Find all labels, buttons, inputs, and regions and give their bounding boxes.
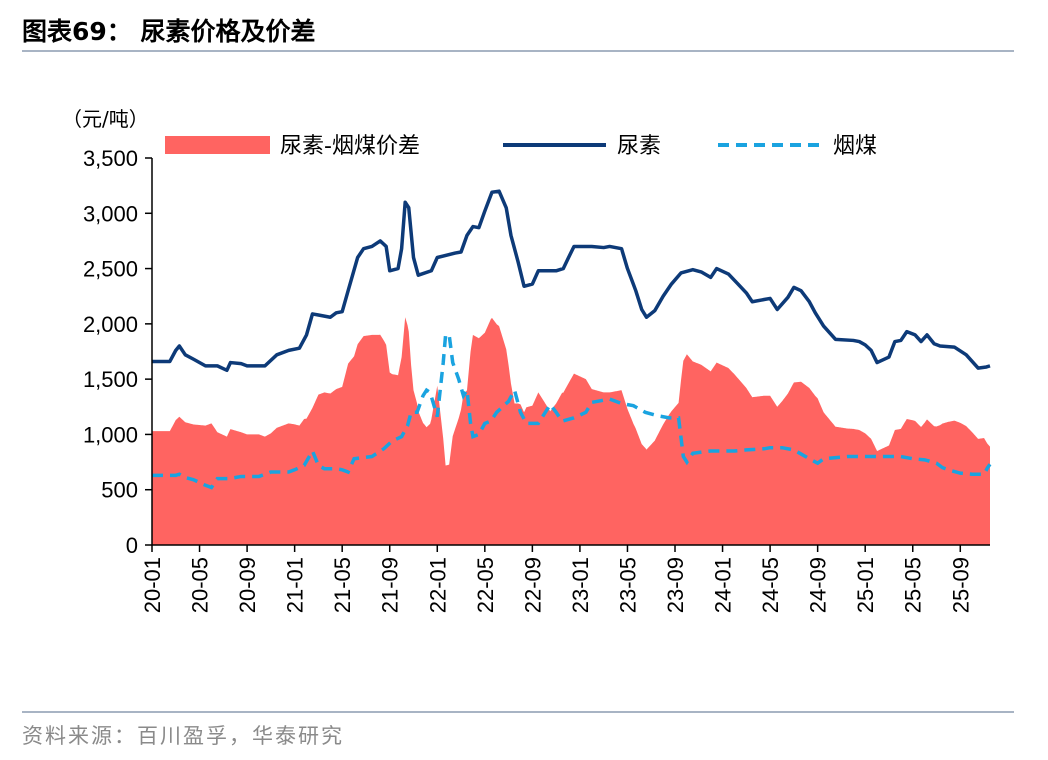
series-urea-line (152, 189, 991, 373)
x-tick-label: 25-09 (948, 557, 973, 613)
x-tick-label: 24-09 (806, 557, 831, 613)
y-tick-label: 3,000 (83, 201, 138, 226)
x-tick-label: 25-05 (901, 557, 926, 613)
x-tick-label: 21-09 (378, 557, 403, 613)
bottom-rule (22, 711, 1014, 713)
figure-title: 图表69： 尿素价格及价差 (22, 17, 316, 46)
axes: 0 500 1,000 1,500 2,000 2,500 3,000 3,500 20-01 2… (83, 146, 990, 613)
x-tick-label: 23-01 (568, 557, 593, 613)
x-tick-label: 22-05 (473, 557, 498, 613)
y-tick-label: 0 (126, 533, 138, 558)
x-tick-label: 20-09 (235, 557, 260, 613)
x-tick-label: 23-09 (663, 557, 688, 613)
y-tick-label: 500 (101, 478, 138, 503)
legend: 尿素-烟煤价差 尿素 烟煤 (165, 134, 877, 159)
x-tick-label: 24-01 (711, 557, 736, 613)
series-coal-line (152, 333, 992, 490)
legend-label-coal: 烟煤 (833, 134, 877, 159)
x-tick-label: 21-05 (330, 557, 355, 613)
x-tick-label: 24-05 (758, 557, 783, 613)
legend-label-spread: 尿素-烟煤价差 (280, 134, 420, 159)
x-tick-label: 20-05 (188, 557, 213, 613)
unit-label: （元/吨） (62, 107, 149, 131)
y-tick-label: 1,000 (83, 422, 138, 447)
plot-area (152, 189, 992, 545)
series-spread-area (152, 317, 990, 545)
x-tick-label: 25-01 (853, 557, 878, 613)
legend-swatch-spread (165, 136, 270, 154)
legend-label-urea: 尿素 (617, 134, 661, 159)
y-tick-label: 3,500 (83, 146, 138, 171)
y-tick-label: 2,000 (83, 312, 138, 337)
x-tick-label: 22-09 (520, 557, 545, 613)
y-tick-label: 2,500 (83, 257, 138, 282)
x-tick-label: 21-01 (283, 557, 308, 613)
source-note: 资料来源：百川盈孚，华泰研究 (22, 724, 344, 748)
x-tick-label: 22-01 (425, 557, 450, 613)
x-tick-label: 20-01 (140, 557, 165, 613)
top-rule (22, 50, 1014, 52)
x-tick-label: 23-05 (615, 557, 640, 613)
y-tick-label: 1,500 (83, 367, 138, 392)
